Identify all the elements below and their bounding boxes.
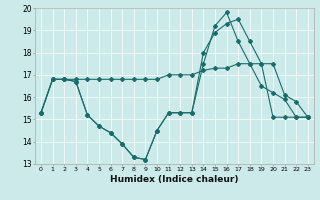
X-axis label: Humidex (Indice chaleur): Humidex (Indice chaleur) [110, 175, 239, 184]
